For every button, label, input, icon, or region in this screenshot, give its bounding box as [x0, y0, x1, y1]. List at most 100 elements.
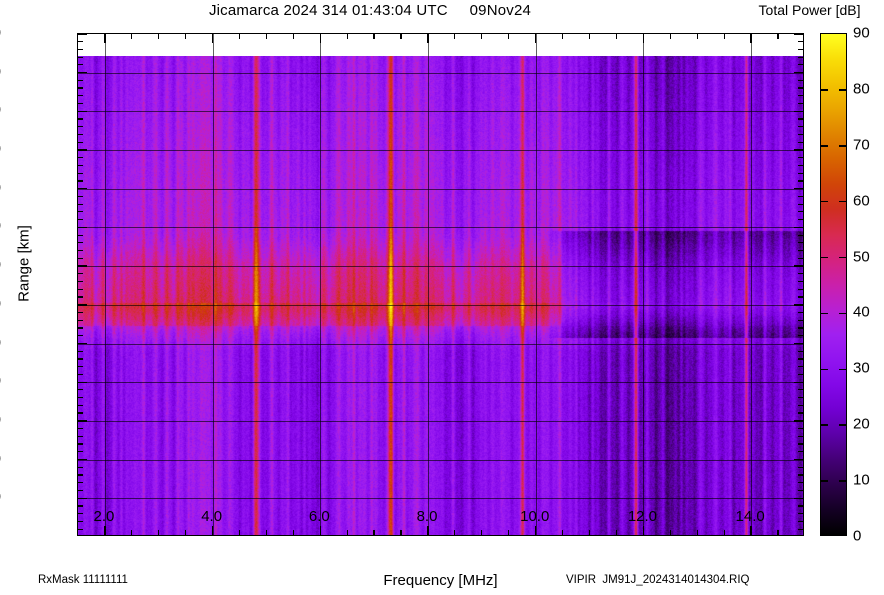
gridline-vertical [643, 34, 645, 535]
y-tick-minor [78, 528, 83, 530]
y-tick-minor [798, 435, 803, 437]
y-tick-major [794, 226, 803, 229]
y-tick-minor [798, 319, 803, 321]
colorbar-tick [839, 256, 846, 259]
y-tick-major [794, 304, 803, 306]
y-tick-minor [78, 41, 83, 43]
y-tick-minor [78, 180, 83, 182]
x-tick-major [319, 34, 322, 43]
x-tick-minor [131, 34, 133, 39]
y-tick-minor [78, 234, 83, 236]
y-tick-minor [798, 249, 803, 252]
gridlines [78, 34, 803, 535]
colorbar-tick [821, 480, 828, 482]
y-tick-minor [798, 172, 803, 174]
y-tick-major [794, 188, 803, 190]
gridline-horizontal [78, 72, 803, 74]
x-tick-minor [185, 34, 187, 39]
ionogram-image [78, 56, 803, 535]
x-tick-minor [508, 530, 510, 535]
y-tick-minor [798, 358, 803, 360]
y-tick-minor [78, 482, 83, 484]
colorbar-tick-label: 30 [853, 359, 870, 377]
colorbar-tick-label: 40 [853, 303, 870, 321]
y-tick-major [78, 381, 87, 383]
y-tick-minor [798, 296, 803, 298]
y-tick-minor [798, 257, 803, 259]
gridline-horizontal [78, 459, 803, 461]
y-tick-major [78, 226, 87, 229]
y-tick-minor [78, 466, 83, 468]
x-tick-major [750, 34, 752, 43]
gridline-horizontal [78, 227, 803, 229]
colorbar-tick [821, 200, 828, 203]
x-axis-label: Frequency [MHz] [383, 572, 498, 589]
heatmap-canvas [78, 56, 803, 535]
x-tick-minor [373, 34, 375, 39]
y-tick-minor [798, 327, 803, 329]
x-tick-minor [777, 34, 779, 39]
x-tick-major [319, 526, 322, 535]
y-tick-minor [78, 412, 83, 414]
page-title: Jicamarca 2024 314 01:43:04 UTC 09Nov24 [208, 2, 532, 19]
y-tick-minor [798, 412, 803, 414]
y-tick-major [794, 110, 803, 113]
y-tick-minor [78, 319, 83, 321]
y-tick-minor [78, 358, 83, 360]
y-tick-minor [78, 48, 83, 50]
y-tick-minor [798, 482, 803, 484]
y-tick-minor [78, 296, 83, 298]
y-tick-minor [798, 335, 803, 337]
y-tick-minor [798, 373, 803, 375]
y-tick-label: 1000 [0, 141, 1, 158]
gridline-horizontal [78, 188, 803, 190]
y-tick-minor [798, 118, 803, 120]
y-tick-minor [78, 195, 83, 197]
y-tick-label: 1100 [0, 102, 1, 119]
y-tick-minor [78, 102, 83, 105]
y-tick-minor [78, 474, 83, 476]
x-tick-major [535, 34, 537, 43]
y-tick-major [78, 265, 87, 267]
gridline-horizontal [78, 266, 803, 268]
y-tick-minor [798, 397, 803, 399]
y-tick-minor [798, 95, 803, 97]
gridline-horizontal [78, 420, 803, 422]
y-tick-minor [798, 141, 803, 143]
y-tick-minor [78, 211, 83, 213]
y-tick-major [794, 71, 803, 74]
y-tick-major [794, 420, 803, 422]
colorbar-tick [839, 368, 846, 371]
y-tick-minor [798, 64, 803, 66]
y-tick-minor [78, 164, 83, 167]
gridline-vertical [104, 34, 106, 535]
ionogram-plot[interactable] [77, 33, 804, 536]
y-tick-minor [78, 79, 83, 81]
y-tick-minor [798, 389, 803, 391]
y-tick-minor [78, 280, 83, 283]
y-tick-major [78, 342, 87, 345]
y-tick-major [78, 420, 87, 422]
gridline-horizontal [78, 382, 803, 384]
y-tick-minor [798, 280, 803, 283]
colorbar[interactable] [820, 33, 847, 536]
x-tick-minor [615, 34, 617, 39]
y-tick-major [78, 71, 87, 74]
x-tick-minor [373, 530, 375, 535]
y-axis-label: Range [km] [15, 225, 33, 302]
x-tick-minor [588, 34, 591, 39]
colorbar-tick [839, 144, 846, 147]
y-tick-label: 300 [0, 411, 1, 428]
gridline-vertical [535, 34, 537, 535]
x-tick-minor [292, 530, 294, 535]
x-tick-major [211, 526, 214, 535]
colorbar-tick-label: 20 [853, 415, 870, 433]
y-tick-minor [78, 489, 83, 492]
x-tick-minor [346, 530, 348, 535]
y-tick-minor [798, 427, 803, 430]
gridline-horizontal [78, 343, 803, 345]
y-tick-major [794, 149, 803, 151]
y-tick-minor [798, 164, 803, 167]
x-tick-minor [481, 34, 483, 39]
y-tick-minor [798, 505, 803, 507]
